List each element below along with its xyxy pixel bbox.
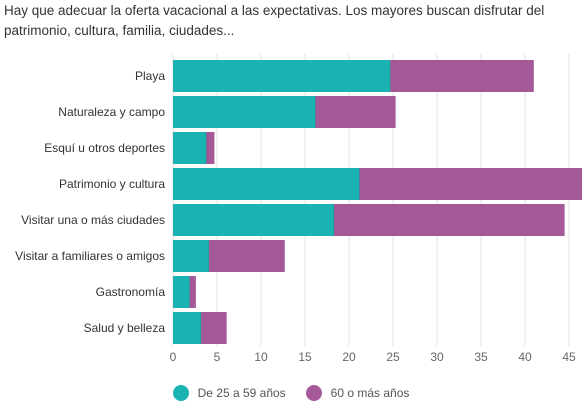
legend-item-25-59[interactable]: De 25 a 59 años xyxy=(172,385,286,401)
bar-esqui-u-otros-deportes-series-1[interactable] xyxy=(173,132,207,164)
bar-visitar-a-familiares-o-amigos-series-1[interactable] xyxy=(173,240,210,272)
bar-salud-y-belleza-series-1[interactable] xyxy=(173,312,202,344)
bar-patrimonio-y-cultura-series-1[interactable] xyxy=(173,168,360,200)
category-label-salud-y-belleza: Salud y belleza xyxy=(84,321,166,335)
bar-patrimonio-y-cultura-series-2[interactable] xyxy=(359,168,582,200)
legend-swatch-25-59 xyxy=(172,385,189,401)
bar-naturaleza-y-campo-series-2[interactable] xyxy=(315,96,396,128)
bar-esqui-u-otros-deportes-series-2[interactable] xyxy=(206,132,215,164)
bar-naturaleza-y-campo-series-1[interactable] xyxy=(173,96,316,128)
x-tick-label-10: 10 xyxy=(254,350,268,364)
category-label-gastronomia: Gastronomía xyxy=(96,285,166,299)
legend: De 25 a 59 años 60 o más años xyxy=(0,385,582,401)
category-label-esqui-u-otros-deportes: Esquí u otros deportes xyxy=(44,141,165,155)
bar-playa-series-2[interactable] xyxy=(390,60,534,92)
x-tick-label-30: 30 xyxy=(430,350,444,364)
x-tick-label-5: 5 xyxy=(214,350,221,364)
x-tick-label-15: 15 xyxy=(298,350,312,364)
bars xyxy=(173,60,582,344)
bar-gastronomia-series-2[interactable] xyxy=(189,276,196,308)
bar-visitar-una-o-mas-ciudades-series-1[interactable] xyxy=(173,204,335,236)
category-label-playa: Playa xyxy=(135,69,165,83)
category-label-naturaleza-y-campo: Naturaleza y campo xyxy=(58,105,165,119)
legend-swatch-60-plus xyxy=(305,385,322,401)
category-label-patrimonio-y-cultura: Patrimonio y cultura xyxy=(59,177,165,191)
x-tick-label-35: 35 xyxy=(474,350,488,364)
legend-item-60-plus[interactable]: 60 o más años xyxy=(305,385,410,401)
bar-visitar-una-o-mas-ciudades-series-2[interactable] xyxy=(334,204,565,236)
legend-label-60-plus: 60 o más años xyxy=(330,386,410,400)
x-tick-label-20: 20 xyxy=(342,350,356,364)
bar-chart: Playa Naturaleza y campo Esquí u otros dep… xyxy=(15,54,582,364)
x-tick-label-25: 25 xyxy=(386,350,400,364)
bar-visitar-a-familiares-o-amigos-series-2[interactable] xyxy=(209,240,285,272)
category-label-visitar-a-familiares-o-amigos: Visitar a familiares o amigos xyxy=(15,249,165,263)
bar-salud-y-belleza-series-2[interactable] xyxy=(201,312,227,344)
legend-label-25-59: De 25 a 59 años xyxy=(197,386,286,400)
x-tick-label-0: 0 xyxy=(170,350,177,364)
category-labels: Playa Naturaleza y campo Esquí u otros dep… xyxy=(15,69,165,335)
x-axis-ticks: 0 5 10 15 20 25 30 35 40 45 xyxy=(170,350,576,364)
bar-gastronomia-series-1[interactable] xyxy=(173,276,190,308)
chart-title: Hay que adecuar la oferta vacacional a l… xyxy=(4,3,545,38)
category-label-visitar-una-o-mas-ciudades: Visitar una o más ciudades xyxy=(21,213,165,227)
x-tick-label-45: 45 xyxy=(562,350,576,364)
bar-playa-series-1[interactable] xyxy=(173,60,391,92)
x-tick-label-40: 40 xyxy=(518,350,532,364)
